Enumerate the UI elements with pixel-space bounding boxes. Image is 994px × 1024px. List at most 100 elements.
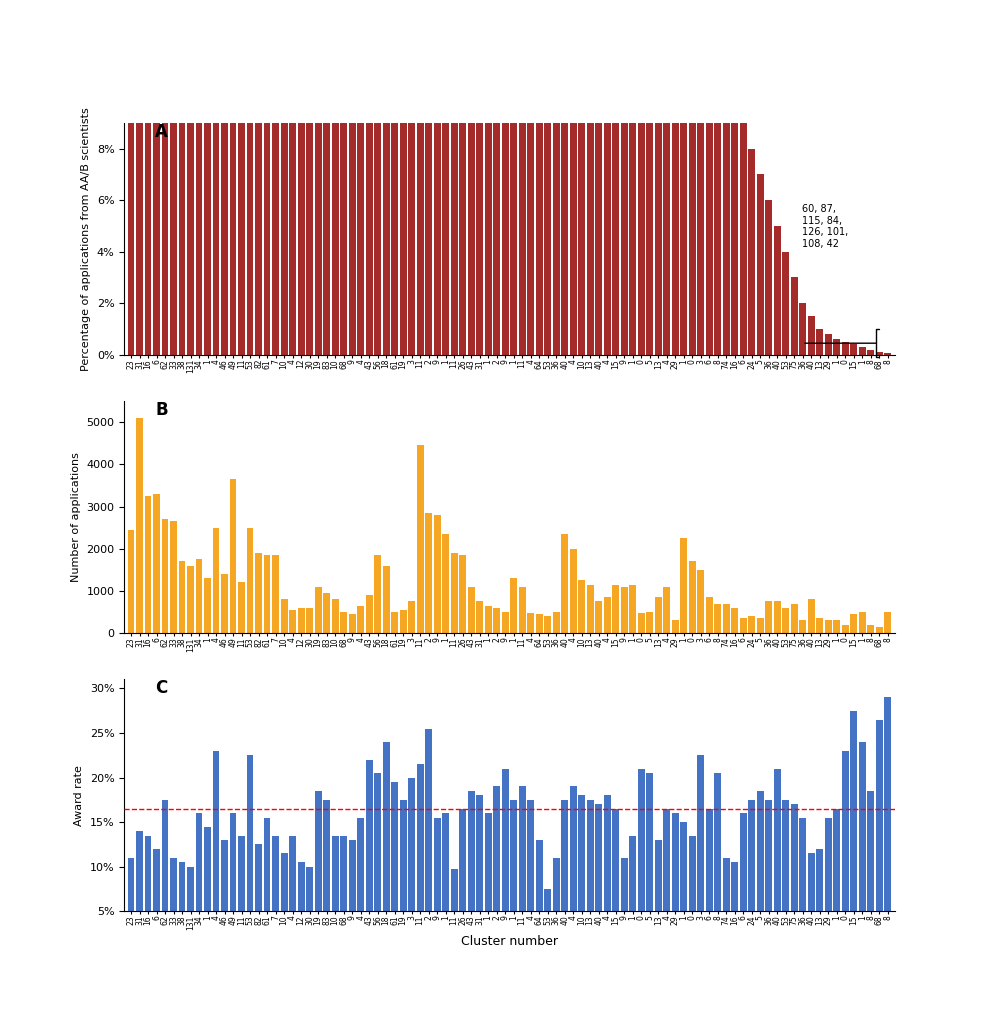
Bar — [230, 479, 237, 633]
Bar — [298, 0, 304, 354]
Bar — [239, 583, 245, 633]
Bar — [885, 353, 892, 354]
Bar — [145, 0, 151, 354]
Bar — [876, 352, 883, 354]
Bar — [442, 534, 449, 633]
Bar — [586, 0, 593, 354]
Bar — [562, 800, 569, 956]
Bar — [689, 561, 696, 633]
Bar — [204, 579, 211, 633]
Bar — [782, 608, 789, 633]
Bar — [799, 818, 806, 956]
Bar — [825, 818, 832, 956]
Bar — [272, 0, 279, 354]
Bar — [502, 0, 509, 354]
Bar — [485, 0, 492, 354]
Bar — [816, 618, 823, 633]
Bar — [519, 587, 526, 633]
Bar — [842, 751, 849, 956]
Bar — [409, 777, 415, 956]
Bar — [740, 123, 746, 354]
Bar — [323, 593, 330, 633]
Bar — [586, 585, 593, 633]
Bar — [723, 72, 730, 354]
Bar — [621, 587, 627, 633]
Bar — [187, 565, 194, 633]
Bar — [239, 836, 245, 956]
Bar — [756, 174, 763, 354]
Bar — [306, 866, 313, 956]
Bar — [366, 760, 373, 956]
Bar — [851, 614, 857, 633]
Bar — [570, 549, 577, 633]
Text: C: C — [155, 680, 167, 697]
Bar — [323, 0, 330, 354]
Bar — [774, 769, 780, 956]
Bar — [196, 0, 203, 354]
Y-axis label: Number of applications: Number of applications — [71, 453, 81, 582]
Bar — [468, 791, 474, 956]
Bar — [603, 0, 610, 354]
Bar — [340, 836, 347, 956]
Bar — [306, 0, 313, 354]
Bar — [510, 800, 517, 956]
Bar — [638, 612, 645, 633]
Bar — [579, 796, 585, 956]
Bar — [833, 621, 840, 633]
Bar — [527, 613, 534, 633]
Bar — [170, 0, 177, 354]
Bar — [672, 621, 679, 633]
Bar — [332, 836, 339, 956]
Bar — [646, 773, 653, 956]
Bar — [603, 597, 610, 633]
Bar — [519, 0, 526, 354]
Bar — [357, 818, 364, 956]
Bar — [536, 614, 543, 633]
Bar — [791, 804, 797, 956]
Bar — [340, 612, 347, 633]
Bar — [433, 0, 440, 354]
Bar — [255, 0, 262, 354]
Bar — [715, 46, 721, 354]
Bar — [885, 697, 892, 956]
Bar — [392, 0, 398, 354]
Bar — [485, 605, 492, 633]
Bar — [162, 0, 168, 354]
Bar — [808, 599, 815, 633]
Bar — [476, 601, 483, 633]
Bar — [629, 585, 636, 633]
Bar — [450, 868, 457, 956]
Bar — [450, 0, 457, 354]
Bar — [289, 610, 296, 633]
Bar — [655, 840, 662, 956]
Bar — [127, 858, 134, 956]
Bar — [213, 527, 220, 633]
Bar — [459, 809, 466, 956]
Bar — [204, 826, 211, 956]
Bar — [374, 773, 381, 956]
Bar — [450, 553, 457, 633]
Bar — [442, 813, 449, 956]
X-axis label: Cluster number: Cluster number — [461, 936, 558, 948]
Bar — [315, 791, 321, 956]
Bar — [536, 0, 543, 354]
Y-axis label: Award rate: Award rate — [75, 765, 84, 825]
Bar — [672, 0, 679, 354]
Bar — [349, 840, 356, 956]
Y-axis label: Percentage of applications from AA/B scientists: Percentage of applications from AA/B sci… — [82, 106, 91, 371]
Bar — [782, 252, 789, 354]
Bar — [510, 579, 517, 633]
Bar — [230, 0, 237, 354]
Bar — [187, 866, 194, 956]
Bar — [612, 809, 619, 956]
Bar — [280, 0, 287, 354]
Bar — [425, 513, 432, 633]
Bar — [553, 612, 560, 633]
Bar — [765, 800, 772, 956]
Bar — [127, 529, 134, 633]
Bar — [136, 831, 143, 956]
Bar — [196, 813, 203, 956]
Bar — [638, 769, 645, 956]
Text: 60, 87,
115, 84,
126, 101,
108, 42: 60, 87, 115, 84, 126, 101, 108, 42 — [802, 204, 849, 249]
Bar — [756, 618, 763, 633]
